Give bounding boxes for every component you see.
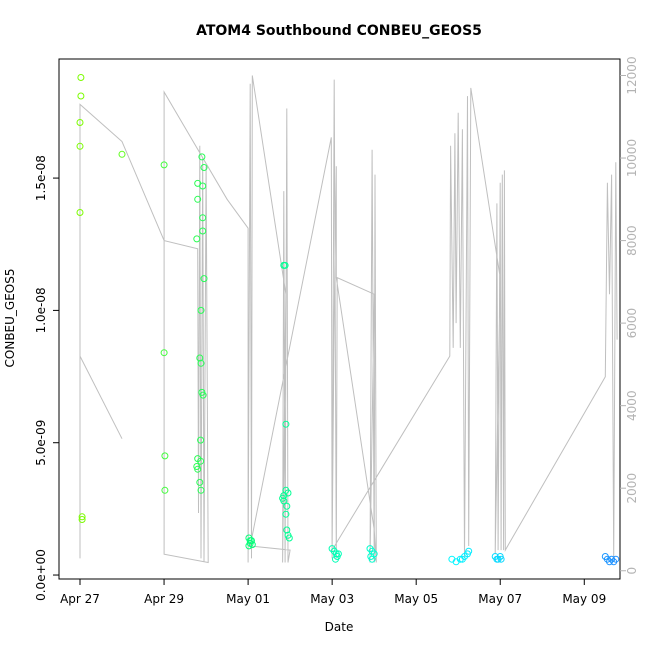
data-point: [197, 359, 205, 367]
right-tick-label: 12000: [625, 56, 639, 94]
data-point: [458, 555, 466, 563]
data-point: [199, 214, 207, 222]
data-point: [160, 349, 168, 357]
data-point: [200, 275, 208, 283]
plot-frame: [58, 58, 621, 580]
altitude-segment: [79, 355, 123, 439]
x-tick-label: May 09: [562, 592, 606, 606]
data-point: [196, 354, 204, 362]
right-tick-label: 6000: [625, 308, 639, 339]
data-point: [197, 457, 205, 465]
right-axis: 0 2000 4000 6000 8000 10000 12000: [620, 56, 639, 575]
x-axis: Apr 27 Apr 29 May 01 May 03 May 05 May 07 May …: [60, 578, 606, 606]
data-point: [497, 555, 505, 563]
data-point: [333, 553, 341, 560]
data-point: [284, 489, 292, 497]
y-tick-label: 1.0e-08: [34, 287, 48, 333]
x-axis-label: Date: [325, 620, 354, 634]
data-point: [282, 420, 290, 428]
y-tick-label: 5.0e-09: [34, 420, 48, 466]
right-tick-label: 2000: [625, 473, 639, 504]
data-point: [197, 306, 205, 314]
right-tick-label: 10000: [625, 139, 639, 177]
y-axis: 0.0e+00 5.0e-09 1.0e-08 1.5e-08: [34, 155, 59, 601]
data-point: [78, 516, 86, 523]
data-point: [465, 547, 473, 555]
data-point: [283, 502, 291, 510]
x-tick-label: May 07: [478, 592, 522, 606]
data-point: [368, 555, 376, 563]
data-point: [197, 436, 205, 444]
altitude-line: [79, 75, 618, 564]
y-tick-label: 0.0e+00: [34, 549, 48, 601]
data-point: [77, 92, 85, 100]
x-tick-label: Apr 27: [60, 592, 100, 606]
data-point: [194, 465, 202, 473]
data-point: [245, 542, 253, 550]
right-tick-label: 8000: [625, 225, 639, 256]
data-point: [282, 510, 290, 518]
altitude-track: [79, 75, 618, 564]
data-point: [281, 261, 289, 269]
data-point: [196, 478, 204, 486]
data-point: [161, 486, 169, 494]
x-tick-label: Apr 29: [144, 592, 184, 606]
data-point: [118, 150, 126, 158]
data-points: [76, 74, 620, 566]
data-point: [77, 74, 85, 81]
x-tick-label: May 03: [310, 592, 354, 606]
data-point: [78, 513, 86, 521]
data-point: [280, 497, 288, 505]
data-point: [200, 164, 208, 171]
right-tick-label: 4000: [625, 390, 639, 421]
data-point: [285, 534, 293, 542]
chart-title: ATOM4 Southbound CONBEU_GEOS5: [196, 23, 482, 39]
x-tick-label: May 05: [394, 592, 438, 606]
right-tick-label: 0: [625, 567, 639, 575]
data-point: [612, 555, 620, 563]
data-point: [76, 142, 84, 150]
data-point: [193, 235, 201, 243]
data-point: [160, 161, 168, 169]
data-point: [76, 209, 84, 216]
data-point: [248, 541, 256, 549]
data-point: [197, 486, 205, 494]
data-point: [194, 195, 202, 203]
data-point: [199, 182, 207, 190]
data-point: [161, 452, 169, 460]
data-point: [283, 526, 291, 534]
data-point: [199, 227, 207, 235]
y-tick-label: 1.5e-08: [34, 155, 48, 201]
y-axis-label: CONBEU_GEOS5: [3, 269, 17, 368]
data-point: [76, 119, 84, 126]
data-point: [198, 153, 206, 161]
data-point: [199, 391, 207, 399]
x-tick-label: May 01: [226, 592, 270, 606]
